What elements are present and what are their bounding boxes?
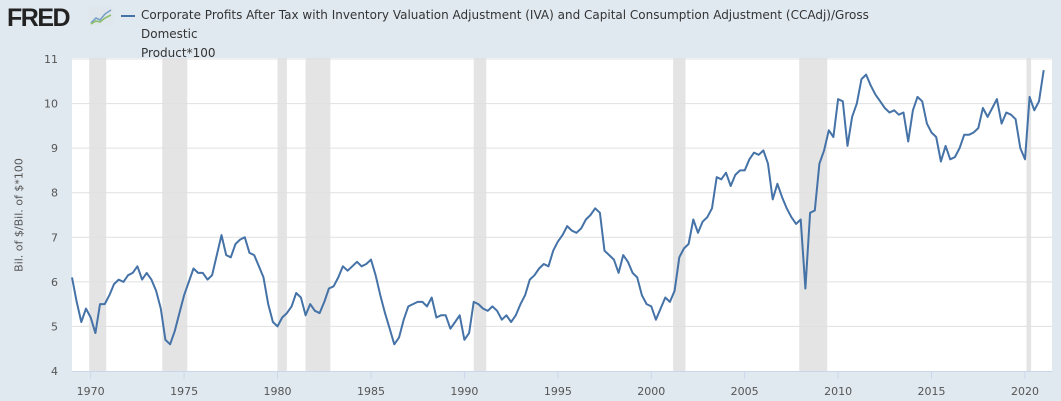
grid-lines — [72, 58, 1053, 372]
y-tick-label: 10 — [44, 98, 58, 111]
recession-bands — [89, 58, 1032, 371]
series-line[interactable] — [71, 69, 1045, 346]
x-tick-label: 2000 — [637, 385, 665, 398]
x-tick-label: 1990 — [450, 385, 478, 398]
y-tick-label: 7 — [51, 231, 58, 244]
chart-title-line-2: Product*100 — [141, 46, 216, 60]
chart-header: FRED Corporate Profits After Tax with In… — [0, 0, 1061, 60]
y-tick-label: 5 — [51, 320, 58, 333]
chart-title-line-1: Corporate Profits After Tax with Invento… — [141, 8, 869, 41]
y-axis: 4 5 6 7 8 9 10 11 — [44, 53, 58, 378]
x-tick-label: 1995 — [544, 385, 572, 398]
recession-band — [673, 58, 686, 371]
chart-title: Corporate Profits After Tax with Invento… — [141, 6, 901, 63]
recession-band — [1026, 58, 1032, 371]
plot-area — [72, 58, 1053, 372]
line-chart-icon — [89, 6, 113, 26]
recession-band — [799, 58, 828, 371]
fred-logo[interactable]: FRED — [7, 4, 71, 32]
x-tick-label: 1980 — [264, 385, 292, 398]
x-tick-label: 2015 — [918, 385, 946, 398]
legend-series-swatch — [121, 15, 135, 17]
x-tick-label: 1985 — [357, 385, 385, 398]
y-tick-label: 11 — [44, 53, 58, 66]
x-tick-label: 1970 — [77, 385, 105, 398]
x-tick-label: 2020 — [1011, 385, 1039, 398]
y-tick-label: 4 — [51, 365, 58, 378]
recession-band — [162, 58, 188, 371]
x-tick-label: 2010 — [824, 385, 852, 398]
y-tick-label: 8 — [51, 187, 58, 200]
y-tick-label: 6 — [51, 276, 58, 289]
recession-band — [277, 58, 287, 371]
recession-band — [473, 58, 487, 371]
recession-band — [305, 58, 331, 371]
recession-band — [89, 58, 107, 371]
plot-right-edge — [1052, 58, 1061, 372]
x-tick-label: 2005 — [731, 385, 759, 398]
y-tick-label: 9 — [51, 142, 58, 155]
x-tick-label: 1975 — [170, 385, 198, 398]
x-axis: 1970 1975 1980 1985 1990 1995 2000 2005 2010 2015… — [77, 371, 1039, 398]
